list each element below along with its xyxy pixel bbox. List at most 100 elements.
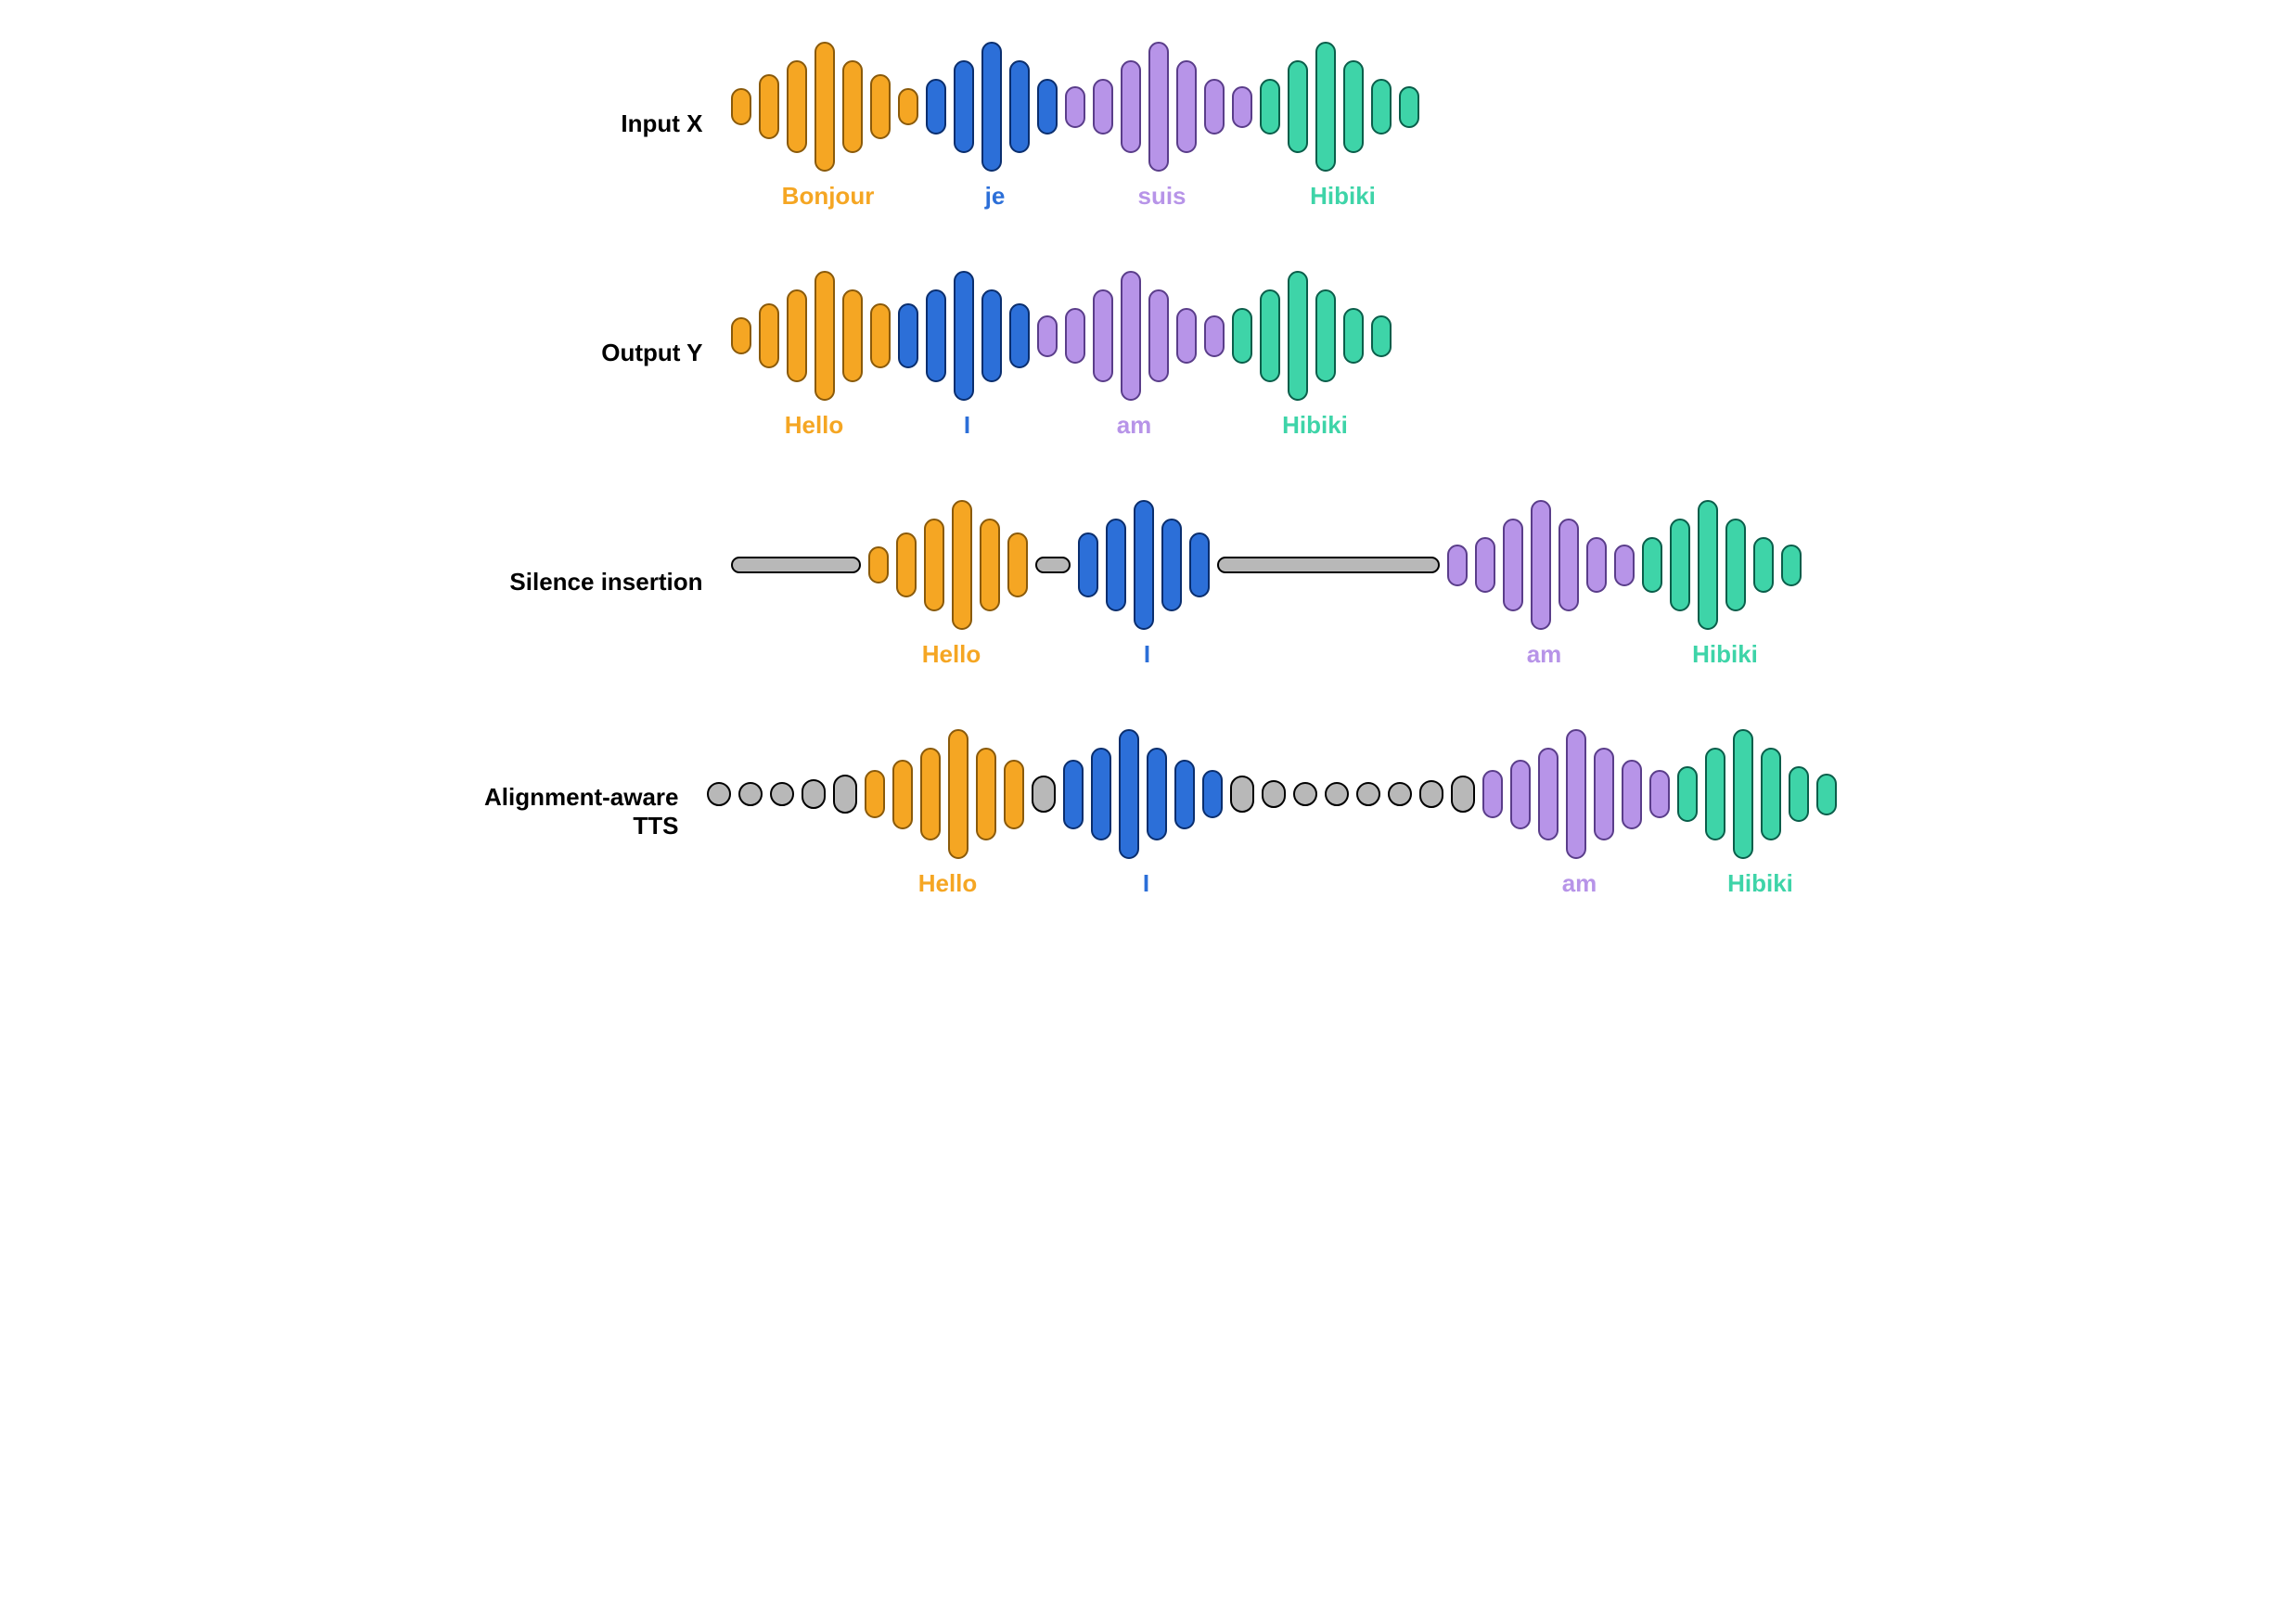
wave-bar bbox=[926, 79, 946, 135]
wave-bar bbox=[981, 42, 1002, 172]
wave-bar bbox=[1007, 532, 1028, 597]
waveform bbox=[707, 725, 1837, 864]
wave-bar bbox=[948, 729, 968, 859]
wave-bar bbox=[1558, 519, 1579, 611]
wave-bar bbox=[870, 74, 891, 139]
word-label: am bbox=[1037, 411, 1232, 440]
wave-bar bbox=[1705, 748, 1725, 840]
wave-bar bbox=[1174, 760, 1195, 829]
gray-bar bbox=[1230, 776, 1254, 813]
wave-bar bbox=[865, 770, 885, 818]
gray-bar bbox=[833, 775, 857, 814]
wave-bar bbox=[731, 88, 751, 125]
gray-bar bbox=[1293, 782, 1317, 806]
word-label: Hibiki bbox=[1642, 640, 1809, 669]
row-label: Silence insertion bbox=[453, 568, 731, 596]
wave-bar bbox=[1148, 289, 1169, 382]
row-content: HelloIamHibiki bbox=[731, 266, 1844, 440]
gray-bar bbox=[1451, 776, 1475, 813]
word-label: Hello bbox=[868, 640, 1035, 669]
wave-bar bbox=[1065, 308, 1085, 364]
wave-bar bbox=[787, 60, 807, 153]
wave-bar bbox=[926, 289, 946, 382]
wave-bar bbox=[1733, 729, 1753, 859]
wave-bar bbox=[1538, 748, 1558, 840]
wave-bar bbox=[1004, 760, 1024, 829]
wave-bar bbox=[868, 546, 889, 583]
wave-bar bbox=[759, 74, 779, 139]
gray-bar bbox=[802, 779, 826, 809]
wave-bar bbox=[898, 303, 918, 368]
wave-bar bbox=[1761, 748, 1781, 840]
wave-bar bbox=[1315, 42, 1336, 172]
wave-bar bbox=[1037, 79, 1058, 135]
gray-bar bbox=[1032, 776, 1056, 813]
word-labels: HelloIamHibiki bbox=[707, 869, 1844, 898]
wave-bar bbox=[1447, 545, 1468, 586]
gray-bar bbox=[1356, 782, 1380, 806]
word-label: I bbox=[1078, 640, 1217, 669]
wave-bar bbox=[1670, 519, 1690, 611]
row-input-x: Input XBonjourjesuisHibiki bbox=[453, 37, 1844, 211]
wave-bar bbox=[1009, 303, 1030, 368]
wave-bar bbox=[1037, 315, 1058, 357]
wave-bar bbox=[1614, 545, 1635, 586]
wave-bar bbox=[1343, 308, 1364, 364]
wave-bar bbox=[1510, 760, 1531, 829]
wave-bar bbox=[1371, 79, 1392, 135]
wave-bar bbox=[954, 271, 974, 401]
wave-bar bbox=[1147, 748, 1167, 840]
wave-bar bbox=[1586, 537, 1607, 593]
silence-bar bbox=[731, 557, 861, 573]
wave-bar bbox=[898, 88, 918, 125]
gray-dot bbox=[707, 782, 731, 806]
wave-bar bbox=[815, 42, 835, 172]
row-label: Output Y bbox=[453, 339, 731, 367]
wave-bar bbox=[1091, 748, 1111, 840]
wave-bar bbox=[815, 271, 835, 401]
wave-bar bbox=[952, 500, 972, 630]
row-output-y: Output YHelloIamHibiki bbox=[453, 266, 1844, 440]
wave-bar bbox=[981, 289, 1002, 382]
wave-bar bbox=[1649, 770, 1670, 818]
word-label: suis bbox=[1065, 182, 1260, 211]
gray-bar bbox=[1419, 780, 1443, 808]
wave-bar bbox=[1106, 519, 1126, 611]
row-silence-insertion: Silence insertionHelloIamHibiki bbox=[453, 495, 1844, 669]
wave-bar bbox=[1121, 60, 1141, 153]
wave-bar bbox=[1343, 60, 1364, 153]
wave-bar bbox=[954, 60, 974, 153]
wave-bar bbox=[1232, 308, 1252, 364]
wave-bar bbox=[1232, 86, 1252, 128]
wave-bar bbox=[924, 519, 944, 611]
wave-bar bbox=[1202, 770, 1223, 818]
wave-bar bbox=[1399, 86, 1419, 128]
wave-bar bbox=[1566, 729, 1586, 859]
gray-dot bbox=[770, 782, 794, 806]
wave-bar bbox=[1753, 537, 1774, 593]
wave-bar bbox=[896, 532, 917, 597]
wave-bar bbox=[1594, 748, 1614, 840]
wave-bar bbox=[842, 289, 863, 382]
word-label: am bbox=[1482, 869, 1677, 898]
wave-bar bbox=[1204, 79, 1225, 135]
wave-bar bbox=[1119, 729, 1139, 859]
word-label: Hibiki bbox=[1260, 182, 1427, 211]
wave-bar bbox=[1161, 519, 1182, 611]
wave-bar bbox=[1482, 770, 1503, 818]
wave-bar bbox=[1063, 760, 1084, 829]
wave-bar bbox=[1148, 42, 1169, 172]
wave-bar bbox=[1698, 500, 1718, 630]
word-label: Hello bbox=[865, 869, 1032, 898]
row-content: HelloIamHibiki bbox=[731, 495, 1844, 669]
gray-dot bbox=[738, 782, 763, 806]
wave-bar bbox=[1503, 519, 1523, 611]
wave-bar bbox=[1009, 60, 1030, 153]
wave-bar bbox=[1134, 500, 1154, 630]
wave-bar bbox=[920, 748, 941, 840]
gray-bar bbox=[1325, 782, 1349, 806]
gray-bar bbox=[1388, 782, 1412, 806]
wave-bar bbox=[1260, 79, 1280, 135]
wave-bar bbox=[759, 303, 779, 368]
wave-bar bbox=[787, 289, 807, 382]
